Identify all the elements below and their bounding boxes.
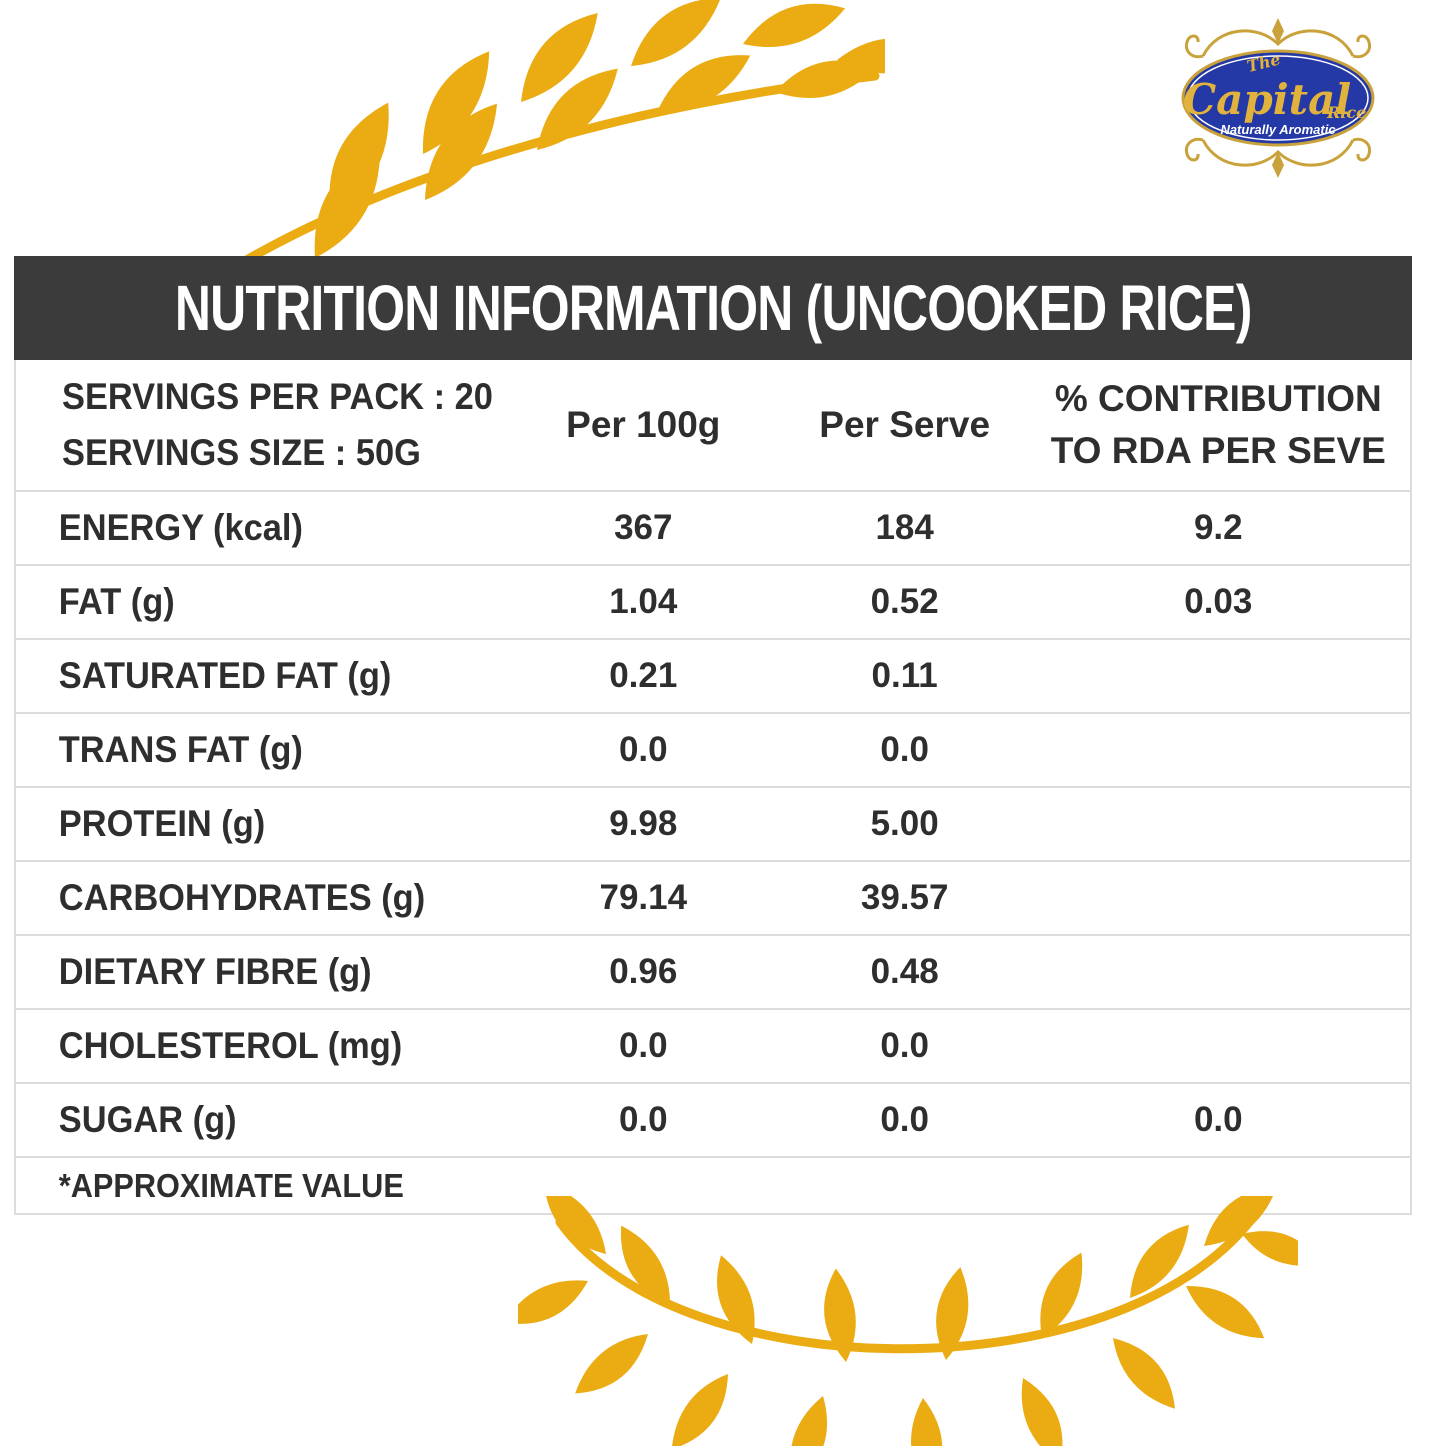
logo-oval (1181, 49, 1375, 147)
logo-finial-bottom (1272, 152, 1284, 178)
table-body: ENERGY (kcal) 367 184 9.2 FAT (g) 1.04 0… (16, 490, 1410, 1156)
table-row: DIETARY FIBRE (g) 0.96 0.48 (16, 934, 1410, 1008)
page-title: NUTRITION INFORMATION (UNCOOKED RICE) (174, 272, 1252, 344)
nutrient-label: CARBOHYDRATES (g) (58, 877, 426, 918)
per-serve-value: 0.11 (871, 656, 938, 695)
per-100g-value: 1.04 (609, 582, 678, 621)
per-serve-value: 0.0 (880, 730, 929, 769)
table-row: SUGAR (g) 0.0 0.0 0.0 (16, 1082, 1410, 1156)
approximate-value-note: *APPROXIMATE VALUE (58, 1166, 404, 1204)
per-serve-value: 184 (875, 508, 934, 547)
table-row: ENERGY (kcal) 367 184 9.2 (16, 490, 1410, 564)
nutrient-label: SUGAR (g) (58, 1099, 237, 1140)
per-100g-value: 0.96 (609, 952, 678, 991)
table-row: SATURATED FAT (g) 0.21 0.11 (16, 638, 1410, 712)
servings-info: SERVINGS PER PACK : 20 SERVINGS SIZE : 5… (16, 369, 504, 481)
nutrition-table: SERVINGS PER PACK : 20 SERVINGS SIZE : 5… (14, 360, 1412, 1215)
nutrient-label: PROTEIN (g) (58, 803, 266, 844)
logo-name-text: Capital (1183, 75, 1352, 124)
table-footnote-row: *APPROXIMATE VALUE (16, 1156, 1410, 1213)
column-header-per-100g: Per 100g (566, 404, 721, 445)
wheat-stalk-icon (238, 0, 885, 266)
per-serve-value: 0.0 (880, 1100, 929, 1139)
per-100g-value: 367 (614, 508, 673, 547)
per-serve-value: 0.48 (870, 952, 939, 991)
table-row: PROTEIN (g) 9.98 5.00 (16, 786, 1410, 860)
table-row: FAT (g) 1.04 0.52 0.03 (16, 564, 1410, 638)
table-row: TRANS FAT (g) 0.0 0.0 (16, 712, 1410, 786)
nutrient-label: CHOLESTEROL (mg) (58, 1025, 403, 1066)
per-serve-value: 39.57 (860, 878, 949, 917)
nutrient-label: FAT (g) (58, 581, 175, 622)
nutrient-label: ENERGY (kcal) (58, 507, 303, 548)
per-100g-value: 79.14 (599, 878, 688, 917)
table-row: CARBOHYDRATES (g) 79.14 39.57 (16, 860, 1410, 934)
rda-percent-value: 0.03 (1184, 582, 1253, 621)
per-100g-value: 0.0 (618, 1100, 668, 1139)
per-serve-value: 5.00 (870, 804, 939, 843)
per-100g-value: 0.0 (618, 730, 668, 769)
per-100g-value: 0.21 (609, 656, 678, 695)
nutrient-label: DIETARY FIBRE (g) (58, 951, 372, 992)
rda-percent-value: 0.0 (1193, 1100, 1243, 1139)
per-100g-value: 0.0 (618, 1026, 668, 1065)
logo-tagline: Naturally Aromatic (1220, 122, 1336, 137)
per-serve-value: 0.52 (870, 582, 939, 621)
servings-size: SERVINGS SIZE : 50G (62, 432, 421, 473)
table-row: CHOLESTEROL (mg) 0.0 0.0 (16, 1008, 1410, 1082)
laurel-wreath-icon (518, 1196, 1298, 1446)
column-header-per-serve: Per Serve (819, 404, 991, 445)
servings-per-pack: SERVINGS PER PACK : 20 (62, 376, 493, 417)
brand-logo: The Capital Rice Naturally Aromatic (1181, 18, 1375, 178)
table-header-row: SERVINGS PER PACK : 20 SERVINGS SIZE : 5… (16, 360, 1410, 490)
per-100g-value: 9.98 (609, 804, 678, 843)
logo-finial-top (1272, 18, 1284, 44)
rda-percent-value: 9.2 (1193, 508, 1243, 547)
nutrient-label: TRANS FAT (g) (58, 729, 303, 770)
logo-rice-text: Rice (1326, 103, 1366, 122)
nutrient-label: SATURATED FAT (g) (58, 655, 392, 696)
per-serve-value: 0.0 (880, 1026, 929, 1065)
title-bar: NUTRITION INFORMATION (UNCOOKED RICE) (14, 256, 1412, 360)
column-header-rda: % CONTRIBUTION TO RDA PER SEVE (1050, 378, 1386, 471)
